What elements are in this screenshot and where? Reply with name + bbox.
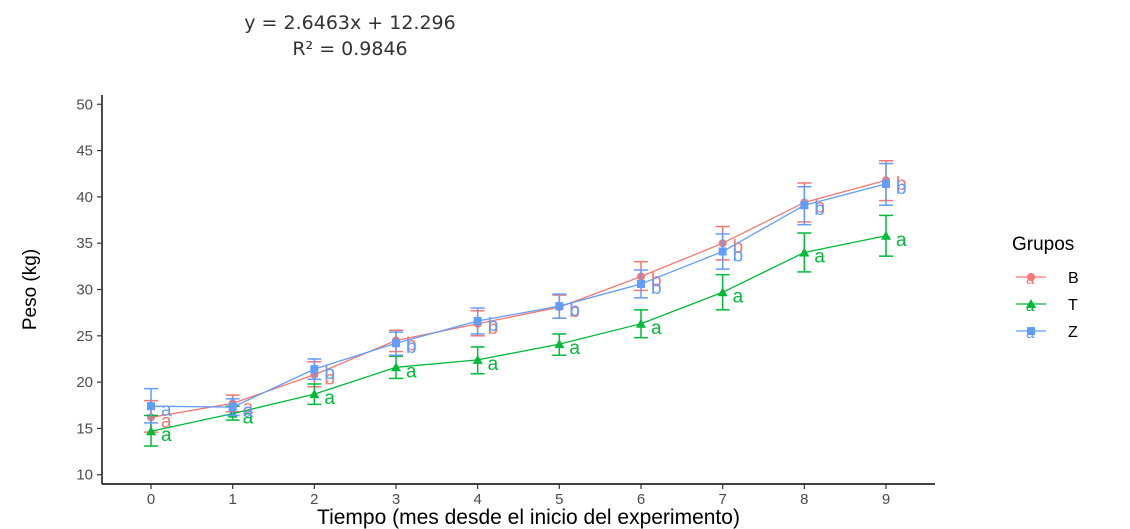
significance-label: a (161, 400, 172, 421)
significance-label: b (814, 196, 825, 217)
y-tick-label: 50 (76, 96, 93, 113)
y-tick-label: 10 (76, 467, 93, 484)
significance-label: a (161, 411, 172, 432)
data-point (392, 339, 400, 348)
legend-key-label: a (1026, 325, 1035, 342)
x-tick-label: 6 (637, 491, 645, 508)
data-point (473, 316, 482, 325)
legend-label: B (1068, 270, 1079, 287)
significance-label: b (488, 315, 499, 336)
r-squared-label: R² = 0.9846 (292, 38, 408, 60)
y-tick-label: 30 (76, 282, 93, 299)
significance-label: b (651, 271, 662, 292)
legend-label: T (1068, 297, 1078, 314)
y-tick-label: 15 (76, 420, 93, 437)
data-point (555, 302, 564, 311)
significance-label: a (896, 230, 907, 251)
data-point (717, 287, 728, 297)
series-line (150, 235, 887, 432)
data-point (309, 389, 320, 399)
legend-label: Z (1068, 324, 1078, 341)
regression-equation: y = 2.6463x + 12.296 (244, 12, 456, 34)
data-point (718, 247, 727, 256)
data-point (146, 426, 156, 436)
data-point (554, 339, 565, 349)
x-tick-label: 3 (392, 491, 400, 508)
legend-key-label: a (1026, 298, 1035, 315)
x-axis-title: Tiempo (mes desde el inicio del experime… (317, 506, 740, 529)
series-line (150, 183, 887, 408)
significance-label: a (814, 246, 825, 267)
legend-key-label: a (1026, 271, 1035, 288)
significance-label: b (569, 300, 580, 321)
significance-label: a (243, 397, 254, 418)
significance-label: b (733, 246, 744, 267)
data-point (637, 279, 645, 288)
significance-label: b (651, 278, 662, 299)
data-point (881, 230, 891, 240)
y-axis-title: Peso (kg) (20, 249, 41, 330)
significance-label: a (243, 401, 254, 422)
significance-label: a (733, 286, 744, 307)
y-tick-label: 35 (76, 235, 93, 252)
significance-label: b (406, 337, 417, 358)
y-tick-label: 25 (76, 328, 93, 345)
x-tick-label: 2 (310, 491, 318, 508)
y-tick-label: 45 (76, 143, 93, 160)
x-tick-label: 0 (147, 491, 155, 508)
significance-label: a (569, 338, 580, 359)
significance-label: b (324, 369, 335, 390)
legend-key-marker (1026, 299, 1036, 308)
significance-label: b (324, 363, 335, 384)
data-point (228, 403, 237, 412)
significance-label: b (569, 301, 580, 322)
data-point (882, 179, 890, 188)
significance-label: b (733, 237, 744, 258)
x-tick-label: 9 (882, 491, 890, 508)
data-point (391, 362, 401, 372)
y-tick-label: 40 (76, 189, 93, 206)
x-tick-label: 8 (800, 491, 808, 508)
significance-label: b (896, 174, 907, 195)
significance-label: a (243, 408, 254, 429)
legend-key-marker (1027, 327, 1035, 335)
legend-key-marker (1027, 273, 1035, 281)
data-point (472, 354, 483, 364)
significance-label: a (651, 318, 662, 339)
x-tick-label: 5 (555, 491, 563, 508)
x-tick-label: 1 (228, 491, 236, 508)
legend-title: Grupos (1012, 234, 1074, 255)
data-point (310, 365, 319, 374)
series-line (150, 179, 887, 418)
significance-label: b (406, 334, 417, 355)
data-point (800, 201, 809, 210)
data-point (636, 318, 646, 328)
data-point (799, 247, 810, 257)
x-tick-label: 4 (473, 491, 481, 508)
significance-label: b (896, 178, 907, 199)
data-point (147, 402, 155, 411)
significance-label: b (488, 318, 499, 339)
significance-label: a (324, 388, 335, 409)
significance-label: a (161, 425, 172, 446)
significance-label: a (406, 361, 417, 382)
y-tick-label: 20 (76, 374, 93, 391)
x-tick-label: 7 (718, 491, 726, 508)
significance-label: a (488, 354, 499, 375)
significance-label: b (814, 199, 825, 220)
